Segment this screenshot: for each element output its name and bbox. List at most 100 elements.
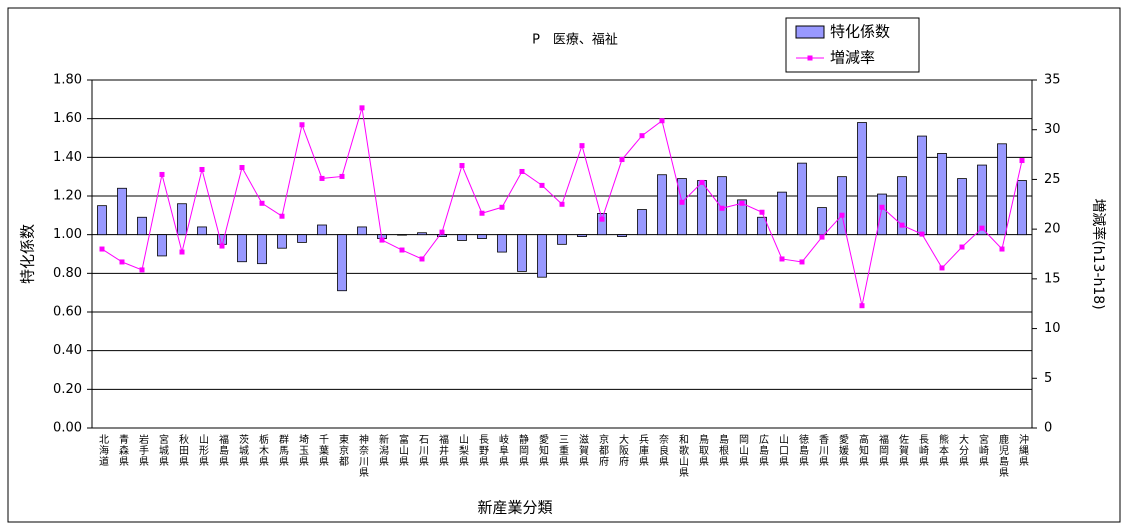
marker <box>659 118 665 124</box>
marker <box>119 259 125 265</box>
y2-tick-label: 35 <box>1044 73 1061 88</box>
y2-axis-label: 増減率(h13-h18) <box>1090 198 1107 309</box>
x-tick-label: 岡山県 <box>737 434 749 467</box>
marker <box>559 201 565 207</box>
marker <box>839 212 845 218</box>
marker <box>699 179 705 185</box>
marker <box>379 237 385 243</box>
bar <box>997 143 1007 236</box>
y-tick-label: 0.20 <box>53 382 82 397</box>
x-tick-label: 埼玉県 <box>297 433 309 467</box>
bar <box>777 191 787 236</box>
bar <box>277 234 287 249</box>
x-tick-label: 熊本県 <box>937 433 949 467</box>
marker <box>459 163 465 169</box>
x-tick-label: 沖縄県 <box>1017 433 1029 467</box>
bar <box>917 135 927 236</box>
marker <box>679 199 685 205</box>
x-tick-label: 愛媛県 <box>837 433 849 467</box>
y-tick-label: 1.20 <box>53 189 82 204</box>
chart-title: P 医療、福祉 <box>532 33 618 48</box>
bar <box>677 178 687 236</box>
x-tick-label: 大阪府 <box>617 433 629 467</box>
bar <box>477 234 487 239</box>
marker <box>139 267 145 273</box>
bar <box>617 234 627 238</box>
bar <box>97 205 107 236</box>
bar <box>257 234 267 265</box>
marker <box>879 204 885 210</box>
marker <box>1019 158 1025 164</box>
marker <box>859 303 865 309</box>
marker <box>439 229 445 235</box>
bar <box>897 176 907 236</box>
plot-area <box>91 79 1033 429</box>
marker <box>799 259 805 265</box>
y-tick-label: 0.60 <box>53 305 82 320</box>
marker <box>959 244 965 250</box>
x-tick-label: 新潟県 <box>377 433 389 467</box>
y-tick-label: 1.00 <box>53 227 82 242</box>
x-tick-label: 宮城県 <box>157 433 169 467</box>
x-tick-label: 佐賀県 <box>897 434 909 467</box>
marker <box>159 171 165 177</box>
bar <box>937 153 947 236</box>
y2-tick-label: 0 <box>1044 421 1052 436</box>
marker <box>579 143 585 149</box>
bar <box>437 234 447 238</box>
marker <box>539 182 545 188</box>
y2-tick-label: 25 <box>1044 172 1061 187</box>
y-tick-label: 0.00 <box>53 421 82 436</box>
x-tick-label: 愛知県 <box>537 433 549 467</box>
x-tick-label: 福岡県 <box>877 433 889 467</box>
marker <box>219 243 225 249</box>
bar <box>597 212 607 236</box>
bar <box>817 207 827 236</box>
bar <box>757 216 767 236</box>
bar <box>197 226 207 236</box>
x-tick-label: 岐阜県 <box>497 433 509 467</box>
marker <box>239 164 245 170</box>
marker <box>259 200 265 206</box>
bar <box>497 234 507 253</box>
bar <box>217 234 227 245</box>
bar <box>857 122 867 236</box>
marker <box>499 204 505 210</box>
bar <box>877 193 887 236</box>
bar <box>977 164 987 236</box>
x-tick-label: 大分県 <box>957 433 969 467</box>
x-tick-label: 福井県 <box>437 433 449 467</box>
x-tick-label: 群馬県 <box>277 433 289 467</box>
bar <box>157 234 167 257</box>
x-tick-label: 広島県 <box>757 433 769 467</box>
bar <box>717 176 727 236</box>
x-tick-label: 長野県 <box>477 434 489 467</box>
x-tick-label: 青森県 <box>117 433 129 467</box>
bar <box>337 234 347 292</box>
bar <box>357 226 367 236</box>
x-tick-label: 静岡県 <box>517 433 529 467</box>
marker <box>919 231 925 237</box>
marker <box>179 249 185 255</box>
marker <box>599 216 605 222</box>
y2-tick-label: 5 <box>1044 371 1052 386</box>
bar <box>837 176 847 236</box>
x-tick-label: 山形県 <box>197 434 209 467</box>
bar <box>537 234 547 278</box>
x-axis-label: 新産業分類 <box>477 499 552 517</box>
marker <box>319 175 325 181</box>
marker <box>299 122 305 128</box>
y-axis-label: 特化係数 <box>19 224 37 284</box>
x-tick-label: 山口県 <box>777 434 789 467</box>
bar <box>117 187 127 236</box>
bar <box>797 162 807 236</box>
marker <box>939 265 945 271</box>
y-tick-label: 1.80 <box>53 73 82 88</box>
bar <box>317 224 327 236</box>
bar <box>637 209 647 236</box>
marker <box>419 256 425 262</box>
bar <box>557 234 567 245</box>
bar <box>397 234 407 236</box>
x-tick-label: 東京都 <box>337 433 349 467</box>
y-tick-label: 1.40 <box>53 150 82 165</box>
